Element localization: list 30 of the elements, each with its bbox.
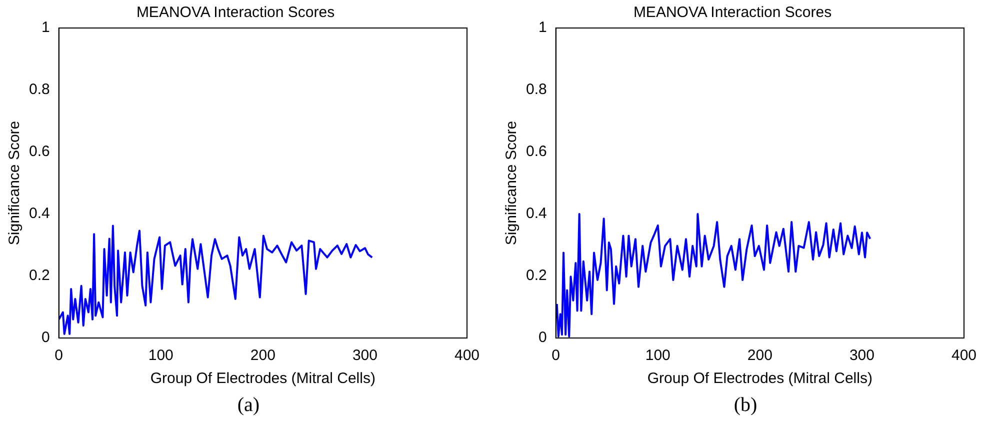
x-axis-title: Group Of Electrodes (Mitral Cells) [647,370,872,388]
chart-title: MEANOVA Interaction Scores [136,4,335,22]
y-axis-title: Significance Score [503,120,520,246]
x-tick-label: 200 [250,347,276,364]
y-tick-label: 1 [42,19,50,36]
y-tick-label: 0.4 [28,205,50,222]
y-tick-label: 0.4 [526,205,547,222]
text: (b) [732,394,758,417]
x-tick-label: 300 [352,347,378,364]
y-tick-label: 0.2 [526,267,547,284]
y-tick-label: 1 [538,19,547,36]
chart-title: MEANOVA Interaction Scores [633,4,832,22]
y-tick-label: 0.8 [28,81,50,98]
y-tick-label: 0.6 [28,143,50,160]
x-tick-label: 100 [645,347,670,364]
y-tick-label: 0 [538,329,547,346]
x-axis-title: Group Of Electrodes (Mitral Cells) [150,370,376,388]
x-tick-label: 400 [951,347,977,364]
x-tick-label: 0 [54,347,64,364]
x-tick-label: 100 [148,347,174,364]
x-tick-label: 300 [849,347,874,364]
text: (a) [236,394,261,417]
y-tick-label: 0.2 [28,267,50,284]
y-axis-title: Significance Score [6,120,24,246]
y-tick-label: 0.6 [526,143,547,160]
x-tick-label: 200 [747,347,772,364]
x-tick-label: 0 [552,347,560,364]
y-tick-label: 0 [42,329,50,346]
y-tick-label: 0.8 [526,81,547,98]
x-tick-label: 400 [454,347,480,364]
